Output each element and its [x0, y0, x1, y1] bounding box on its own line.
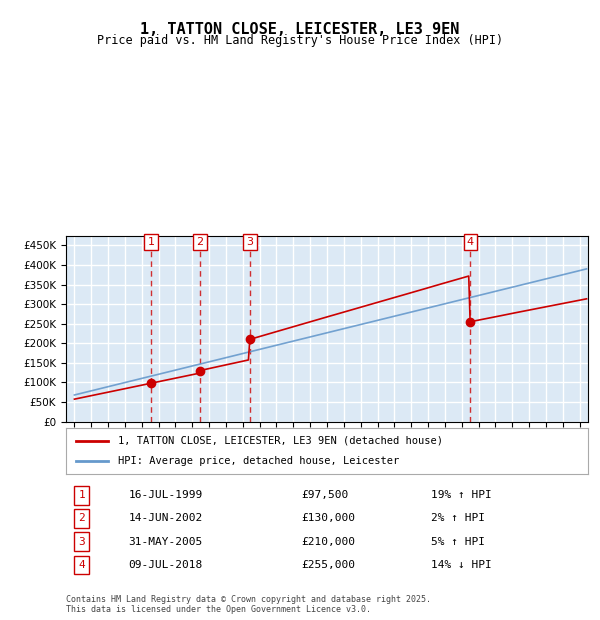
Text: 14-JUN-2002: 14-JUN-2002 — [128, 513, 203, 523]
Text: This data is licensed under the Open Government Licence v3.0.: This data is licensed under the Open Gov… — [66, 604, 371, 614]
Text: £210,000: £210,000 — [301, 537, 355, 547]
Text: 1, TATTON CLOSE, LEICESTER, LE3 9EN (detached house): 1, TATTON CLOSE, LEICESTER, LE3 9EN (det… — [118, 436, 443, 446]
Text: £97,500: £97,500 — [301, 490, 348, 500]
Text: 2: 2 — [196, 237, 203, 247]
Text: 1: 1 — [148, 237, 154, 247]
Text: 5% ↑ HPI: 5% ↑ HPI — [431, 537, 485, 547]
Text: 4: 4 — [78, 560, 85, 570]
Text: 3: 3 — [78, 537, 85, 547]
Text: 19% ↑ HPI: 19% ↑ HPI — [431, 490, 492, 500]
Text: 3: 3 — [246, 237, 253, 247]
Text: 09-JUL-2018: 09-JUL-2018 — [128, 560, 203, 570]
Text: 4: 4 — [467, 237, 474, 247]
Text: 1: 1 — [78, 490, 85, 500]
Text: £130,000: £130,000 — [301, 513, 355, 523]
Text: 2% ↑ HPI: 2% ↑ HPI — [431, 513, 485, 523]
Text: 16-JUL-1999: 16-JUL-1999 — [128, 490, 203, 500]
Text: Price paid vs. HM Land Registry's House Price Index (HPI): Price paid vs. HM Land Registry's House … — [97, 34, 503, 47]
Text: 2: 2 — [78, 513, 85, 523]
Text: Contains HM Land Registry data © Crown copyright and database right 2025.: Contains HM Land Registry data © Crown c… — [66, 595, 431, 604]
Text: 31-MAY-2005: 31-MAY-2005 — [128, 537, 203, 547]
Text: HPI: Average price, detached house, Leicester: HPI: Average price, detached house, Leic… — [118, 456, 400, 466]
Text: £255,000: £255,000 — [301, 560, 355, 570]
Text: 14% ↓ HPI: 14% ↓ HPI — [431, 560, 492, 570]
Text: 1, TATTON CLOSE, LEICESTER, LE3 9EN: 1, TATTON CLOSE, LEICESTER, LE3 9EN — [140, 22, 460, 37]
